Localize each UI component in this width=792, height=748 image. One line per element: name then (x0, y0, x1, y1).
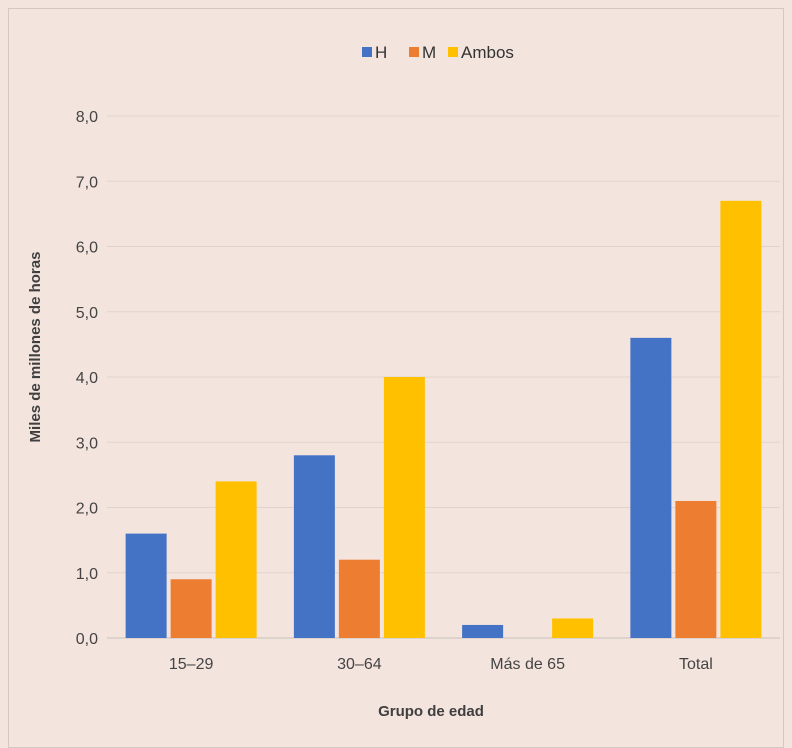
y-tick-label: 5,0 (76, 305, 98, 322)
x-tick-label: 30–64 (337, 656, 382, 673)
bar-ambos (720, 200, 762, 638)
x-tick-label: 15–29 (169, 656, 214, 673)
x-axis-ticks: 15–29 30–64 Más de 65 Total (169, 656, 713, 673)
y-axis-title: Miles de millones de horas (27, 252, 44, 443)
legend: H M Ambos (362, 43, 514, 62)
bar-m (170, 579, 212, 638)
bar-h (293, 455, 335, 638)
y-axis-ticks: 0,0 1,0 2,0 3,0 4,0 5,0 6,0 7,0 8,0 (76, 109, 98, 648)
y-tick-label: 4,0 (76, 370, 98, 387)
bar-m (675, 500, 717, 638)
bar-chart: 0,0 1,0 2,0 3,0 4,0 5,0 6,0 7,0 8,0 15–29 30–64 Má… (27, 43, 780, 720)
y-tick-label: 7,0 (76, 174, 98, 191)
y-tick-label: 1,0 (76, 566, 98, 583)
bar-h (462, 624, 504, 638)
y-tick-label: 3,0 (76, 435, 98, 452)
x-axis-title: Grupo de edad (378, 703, 484, 720)
y-tick-label: 2,0 (76, 501, 98, 518)
legend-label-ambos: Ambos (461, 43, 514, 62)
legend-swatch-m (409, 47, 419, 57)
legend-label-h: H (375, 43, 387, 62)
x-tick-label: Total (679, 656, 713, 673)
legend-swatch-h (362, 47, 372, 57)
legend-label-m: M (422, 43, 436, 62)
y-tick-label: 8,0 (76, 109, 98, 126)
bars (125, 200, 762, 638)
bar-ambos (215, 481, 257, 638)
bar-h (630, 337, 672, 638)
bar-m (338, 559, 380, 638)
x-tick-label: Más de 65 (490, 656, 565, 673)
bar-ambos (383, 377, 425, 638)
y-tick-label: 6,0 (76, 240, 98, 257)
bar-h (125, 533, 167, 638)
y-tick-label: 0,0 (76, 631, 98, 648)
bar-ambos (552, 618, 594, 638)
legend-swatch-ambos (448, 47, 458, 57)
